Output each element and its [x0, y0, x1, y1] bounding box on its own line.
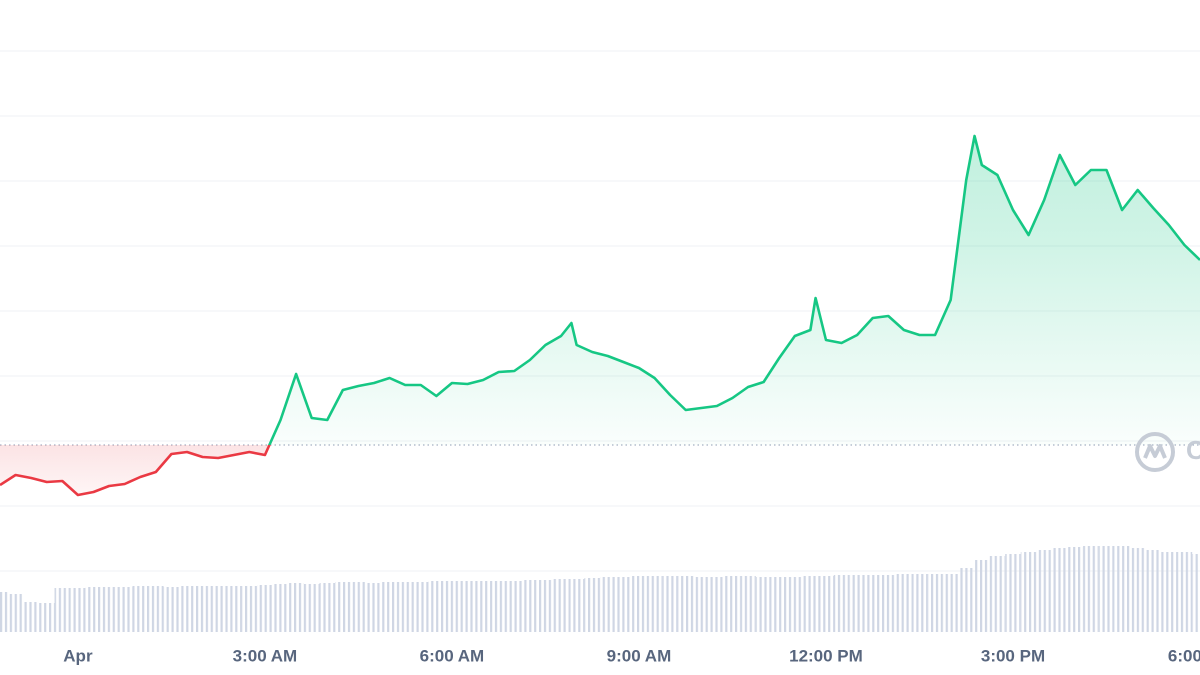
volume-bar: [1020, 552, 1037, 632]
volume-bar: [958, 568, 975, 632]
volume-bar: [911, 574, 928, 632]
volume-bar: [740, 576, 756, 632]
volume-bar: [132, 586, 149, 632]
x-tick-label: 9:00 AM: [607, 646, 672, 665]
x-tick-label: Apr: [63, 646, 93, 665]
volume-bar: [568, 579, 585, 632]
volume-bar: [1005, 554, 1021, 632]
volume-bar: [802, 576, 819, 632]
volume-bar: [600, 577, 616, 632]
area: [0, 136, 1200, 495]
volume-bar: [849, 575, 865, 632]
volume-bar: [101, 587, 117, 632]
volume-bar: [724, 576, 741, 632]
watermark-logo: [1135, 432, 1175, 472]
volume-bar: [771, 577, 788, 632]
volume-bar: [303, 584, 320, 632]
volume-bar: [709, 577, 725, 632]
volume-bar: [755, 577, 772, 632]
volume-bar: [1098, 546, 1115, 632]
volume-bar: [210, 586, 226, 632]
volume-bar: [490, 581, 507, 632]
volume-bar: [506, 581, 523, 632]
volume-bar: [537, 580, 554, 632]
volume-bar: [288, 583, 304, 632]
volume-bar: [257, 585, 273, 632]
volume-bar: [319, 583, 336, 632]
volume-bar: [54, 588, 71, 632]
x-tick-label: 6:00 AM: [420, 646, 485, 665]
volume-bar: [1067, 547, 1084, 632]
volume-bar: [397, 582, 413, 632]
volume-bar: [693, 577, 710, 632]
volume-bar: [818, 576, 834, 632]
x-tick-label: 12:00 PM: [789, 646, 863, 665]
x-tick-label: 3:00 PM: [981, 646, 1045, 665]
volume-bar: [23, 602, 39, 632]
volume-bar: [0, 592, 8, 632]
volume-bar: [1192, 554, 1200, 632]
line-layer: [0, 134, 1200, 497]
volume-bar: [787, 577, 803, 632]
volume-bar: [1036, 550, 1052, 632]
volume-bar: [70, 588, 86, 632]
volume-bar: [148, 586, 164, 632]
volume-bar: [475, 581, 491, 632]
volume-bar: [864, 575, 881, 632]
volume-bar: [179, 586, 195, 632]
volume-bar: [163, 587, 180, 632]
volume-bar: [942, 574, 959, 632]
volume-bar: [662, 576, 678, 632]
volume-bar: [646, 576, 663, 632]
volume-bar: [833, 575, 850, 632]
volume-bar: [335, 582, 351, 632]
volume-bar: [241, 586, 258, 632]
volume: [0, 546, 1200, 632]
volume-bar: [1176, 552, 1193, 632]
volume-bar: [444, 581, 460, 632]
volume-bar: [194, 586, 211, 632]
volume-bar: [1114, 546, 1130, 632]
volume-bar: [350, 582, 367, 632]
volume-bar: [1129, 548, 1146, 632]
volume-bar: [553, 579, 569, 632]
volume-bar: [677, 576, 694, 632]
volume-bar: [989, 556, 1006, 632]
volume-bar: [1083, 546, 1099, 632]
volume-bar: [116, 587, 133, 632]
volume-bar: [896, 574, 912, 632]
volume-bar: [85, 587, 102, 632]
grid: [0, 50, 1200, 572]
volume-bar: [7, 594, 24, 632]
volume-bar: [615, 577, 632, 632]
volume-bar: [225, 586, 242, 632]
volume-bar: [1145, 550, 1162, 632]
volume-bar: [381, 582, 398, 632]
volume-bar: [584, 578, 600, 632]
x-tick-label: 6:00 PM: [1168, 646, 1200, 665]
volume-bar: [38, 603, 55, 632]
volume-bar: [927, 574, 943, 632]
volume-bar: [272, 584, 289, 632]
volume-bar: [459, 581, 476, 632]
volume-bar: [412, 582, 429, 632]
volume-bar: [522, 580, 538, 632]
volume-bar: [974, 560, 990, 632]
volume-bar: [880, 575, 897, 632]
volume-bar: [366, 583, 382, 632]
x-tick-label: 3:00 AM: [233, 646, 298, 665]
watermark-text: C: [1186, 435, 1200, 465]
volume-bar: [1051, 548, 1068, 632]
volume-bar: [428, 581, 445, 632]
area-layer: [0, 136, 1200, 495]
volume-bar: [1161, 552, 1177, 632]
volume-bar: [631, 576, 647, 632]
price-line: [0, 134, 1200, 497]
